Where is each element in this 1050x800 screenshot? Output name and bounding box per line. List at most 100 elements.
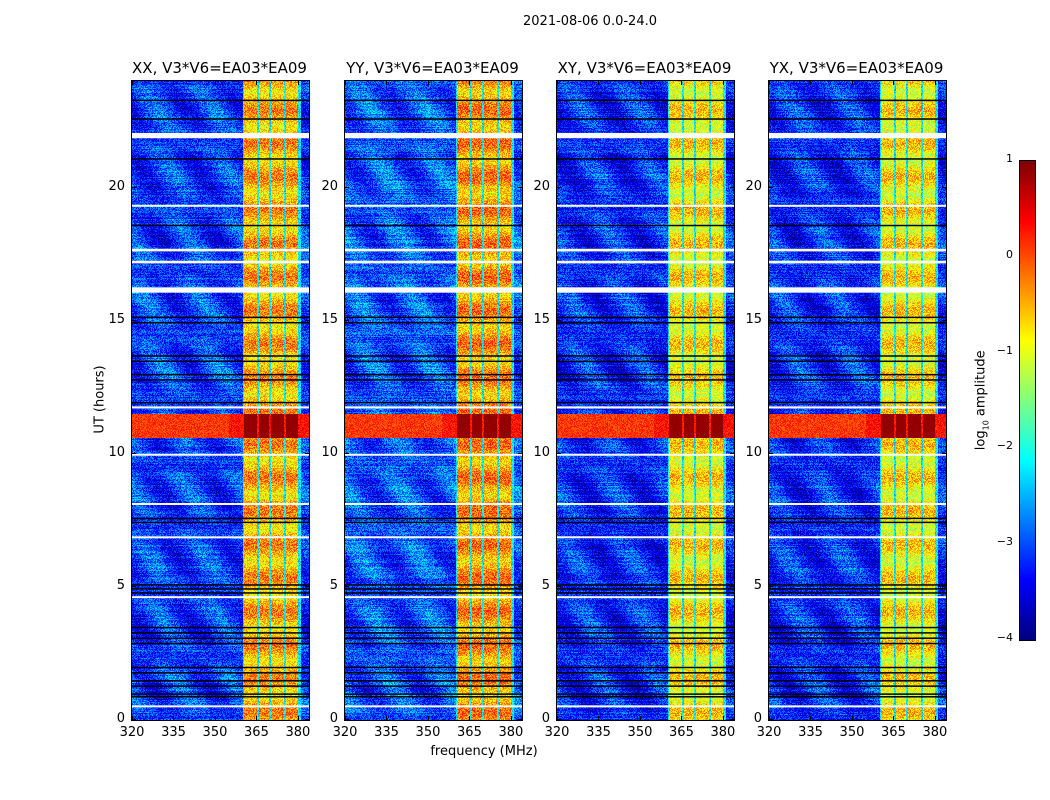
x-tick-label: 335: [374, 725, 399, 740]
y-tick-mark: [942, 186, 946, 188]
y-tick-mark: [769, 585, 773, 587]
panel-title: XX, V3*V6=EA03*EA09: [132, 59, 307, 77]
x-tick-mark: [598, 716, 600, 720]
x-tick-label: 380: [285, 725, 311, 740]
y-tick-mark: [942, 585, 946, 587]
y-tick-label: 10: [108, 444, 125, 460]
y-tick-mark: [305, 719, 309, 720]
y-tick-mark: [518, 319, 522, 321]
x-tick-label: 320: [756, 725, 782, 740]
x-tick-mark: [214, 716, 216, 720]
x-tick-label: 365: [244, 725, 269, 740]
y-tick-mark: [769, 319, 773, 321]
y-tick-mark: [518, 186, 522, 188]
x-tick-mark: [639, 716, 641, 720]
panel-title: YX, V3*V6=EA03*EA09: [769, 59, 944, 77]
y-tick-mark: [942, 719, 946, 720]
x-tick-label: 335: [586, 725, 611, 740]
x-tick-mark: [598, 81, 600, 85]
y-tick-mark: [942, 319, 946, 321]
y-tick-mark: [942, 452, 946, 454]
x-tick-mark: [851, 716, 853, 720]
x-tick-mark: [297, 716, 299, 720]
y-tick-mark: [345, 719, 349, 720]
colorbar-label: log10 amplitude: [973, 350, 991, 451]
y-tick-mark: [345, 452, 349, 454]
x-tick-label: 380: [922, 725, 948, 740]
x-tick-mark: [173, 81, 175, 85]
y-tick-label: 5: [541, 577, 550, 593]
waterfall-panel: [344, 80, 523, 721]
y-tick-mark: [132, 319, 136, 321]
x-tick-mark: [510, 81, 512, 85]
y-tick-mark: [305, 186, 309, 188]
y-tick-mark: [518, 719, 522, 720]
x-tick-mark: [851, 81, 853, 85]
y-tick-mark: [730, 719, 734, 720]
y-tick-label: 10: [533, 444, 550, 460]
colorbar-tick-label: −1: [996, 343, 1013, 357]
x-tick-mark: [722, 81, 724, 85]
panel-title: XY, V3*V6=EA03*EA09: [557, 59, 732, 77]
x-tick-label: 365: [669, 725, 694, 740]
x-tick-mark: [256, 716, 258, 720]
y-tick-label: 20: [745, 178, 762, 194]
panel-title: YY, V3*V6=EA03*EA09: [346, 59, 519, 77]
x-tick-mark: [934, 716, 936, 720]
y-tick-label: 15: [745, 311, 762, 327]
colorbar: [1019, 160, 1036, 641]
x-tick-mark: [722, 716, 724, 720]
y-tick-label: 0: [753, 711, 762, 726]
y-tick-mark: [557, 719, 561, 720]
y-tick-label: 20: [108, 178, 125, 194]
y-tick-mark: [305, 319, 309, 321]
colorbar-tick-label: −2: [996, 439, 1013, 453]
y-tick-label: 15: [108, 311, 125, 327]
x-tick-mark: [132, 716, 133, 720]
waterfall-panel: [131, 80, 310, 721]
y-tick-mark: [730, 186, 734, 188]
x-tick-mark: [173, 716, 175, 720]
y-tick-mark: [557, 452, 561, 454]
x-tick-mark: [214, 81, 216, 85]
y-tick-mark: [305, 452, 309, 454]
x-tick-mark: [297, 81, 299, 85]
x-tick-mark: [386, 81, 388, 85]
x-tick-label: 365: [881, 725, 906, 740]
y-tick-label: 0: [329, 711, 338, 726]
y-tick-mark: [730, 319, 734, 321]
y-tick-mark: [518, 452, 522, 454]
x-tick-mark: [427, 81, 429, 85]
x-tick-mark: [256, 81, 258, 85]
x-tick-label: 335: [161, 725, 186, 740]
y-tick-label: 0: [541, 711, 550, 726]
colorbar-tick-label: −3: [996, 535, 1013, 549]
x-tick-label: 350: [627, 725, 653, 740]
x-tick-mark: [469, 81, 471, 85]
x-tick-label: 320: [332, 725, 358, 740]
x-tick-mark: [893, 716, 895, 720]
waterfall-panel: [768, 80, 947, 721]
y-axis-label: UT (hours): [92, 365, 108, 434]
x-tick-label: 350: [839, 725, 865, 740]
x-tick-mark: [557, 81, 558, 85]
x-tick-label: 350: [202, 725, 228, 740]
y-tick-label: 20: [533, 178, 550, 194]
x-tick-mark: [934, 81, 936, 85]
y-tick-mark: [132, 585, 136, 587]
x-tick-mark: [681, 716, 683, 720]
y-tick-label: 5: [116, 577, 125, 593]
colorbar-tick-label: 0: [1006, 247, 1013, 261]
y-tick-mark: [132, 186, 136, 188]
x-tick-mark: [639, 81, 641, 85]
x-tick-label: 380: [710, 725, 736, 740]
waterfall-panel: [556, 80, 735, 721]
y-tick-label: 20: [321, 178, 338, 194]
x-tick-mark: [132, 81, 133, 85]
y-tick-mark: [132, 719, 136, 720]
y-tick-mark: [518, 585, 522, 587]
x-tick-mark: [893, 81, 895, 85]
y-tick-mark: [345, 186, 349, 188]
y-tick-mark: [557, 319, 561, 321]
y-tick-mark: [769, 719, 773, 720]
